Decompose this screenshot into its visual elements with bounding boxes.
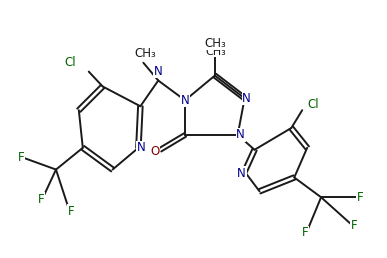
Text: CH₃: CH₃ <box>134 47 156 60</box>
Text: N: N <box>181 94 189 107</box>
Text: F: F <box>18 151 24 164</box>
Text: Cl: Cl <box>64 56 76 69</box>
Text: F: F <box>351 220 357 232</box>
Text: F: F <box>302 226 308 239</box>
Text: O: O <box>151 145 160 158</box>
Text: N: N <box>237 167 246 180</box>
Text: N: N <box>154 64 163 78</box>
Text: Cl: Cl <box>307 98 319 111</box>
Text: F: F <box>38 193 45 206</box>
Text: CH₃: CH₃ <box>204 37 226 50</box>
Text: N: N <box>242 92 251 105</box>
Text: CH₃: CH₃ <box>205 47 226 57</box>
Text: N: N <box>236 128 245 141</box>
Text: F: F <box>68 205 74 217</box>
Text: F: F <box>356 191 363 204</box>
Text: N: N <box>137 141 146 154</box>
